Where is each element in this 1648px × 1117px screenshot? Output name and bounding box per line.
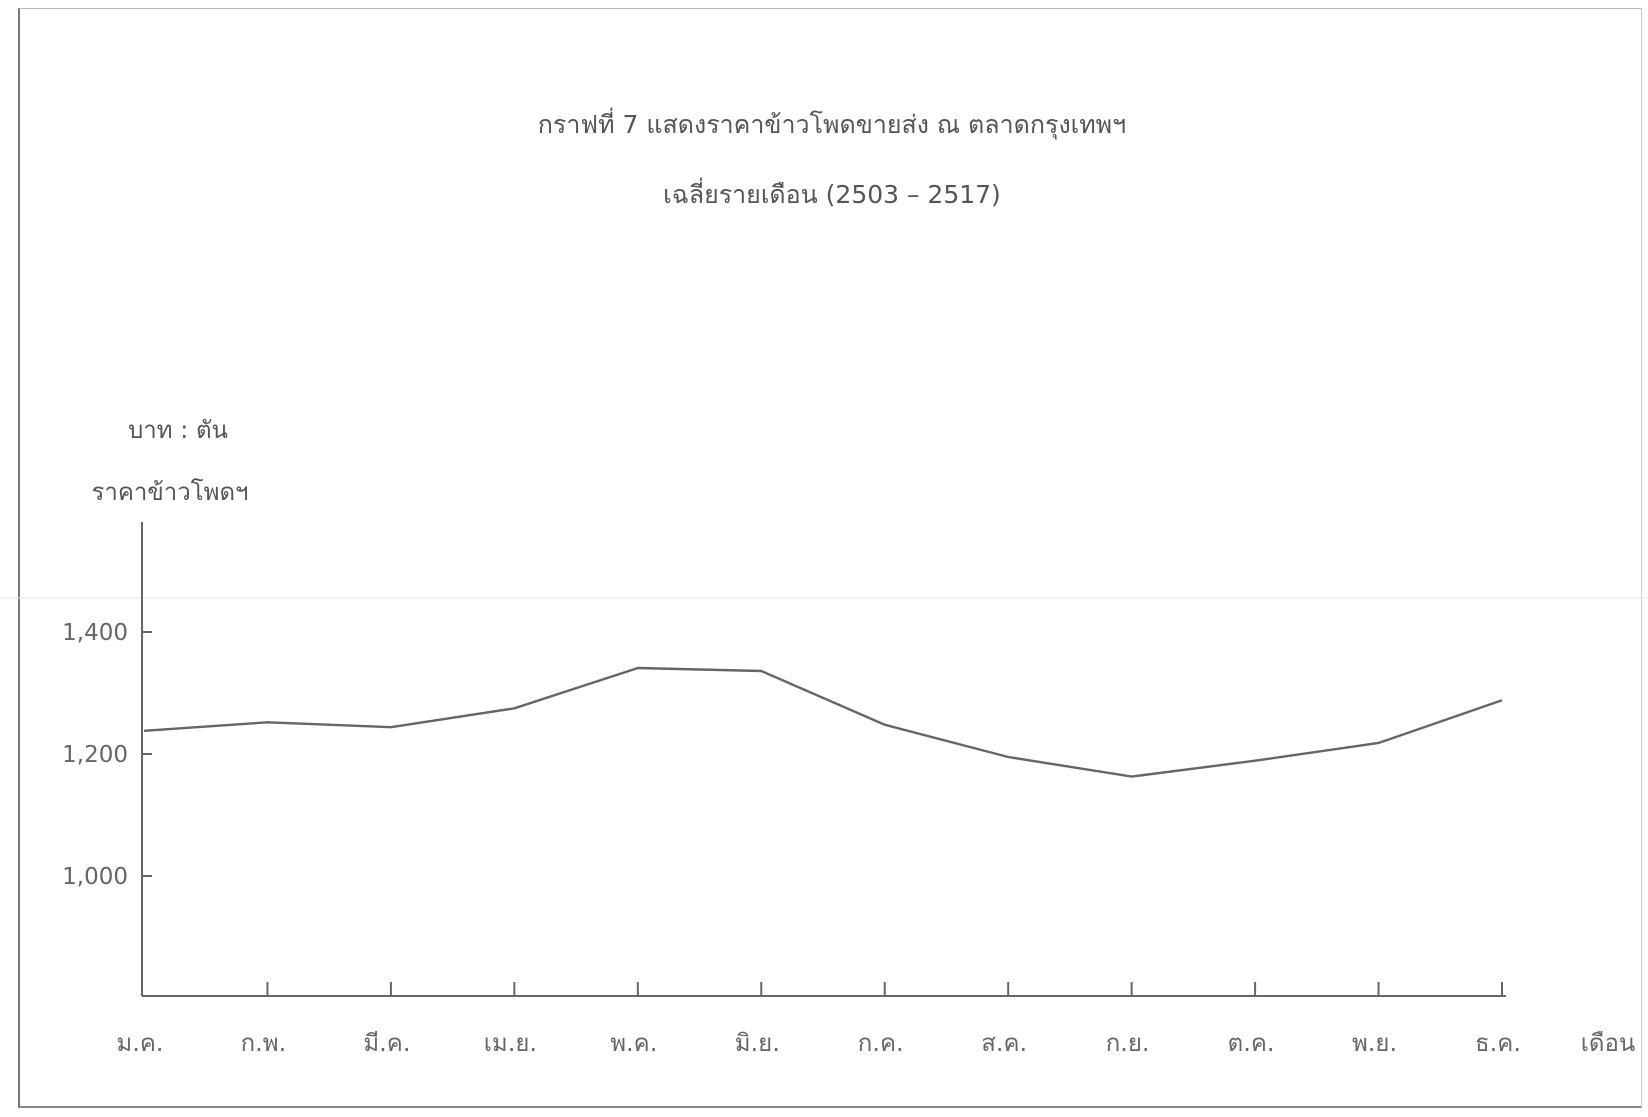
y-tick-label: 1,400 bbox=[62, 620, 128, 646]
x-tick-label: มี.ค. bbox=[363, 1029, 410, 1057]
x-tick-label: ม.ค. bbox=[116, 1029, 163, 1057]
series-line bbox=[143, 666, 1503, 778]
y-tick-label: 1,000 bbox=[62, 864, 128, 890]
chart-title: กราฟที่ 7 แสดงราคาข้าวโพดขายส่ง ณ ตลาดกร… bbox=[538, 107, 1126, 140]
x-tick-label: พ.ย. bbox=[1352, 1029, 1397, 1057]
x-tick-label: พ.ค. bbox=[610, 1029, 657, 1057]
x-tick-label: ธ.ค. bbox=[1475, 1029, 1521, 1057]
x-tick-label: เม.ย. bbox=[484, 1029, 537, 1057]
y-tick-label: 1,200 bbox=[62, 742, 128, 768]
y-ticks: 1,000 1,200 1,400 bbox=[62, 620, 152, 890]
x-ticks: ม.ค. ก.พ. มี.ค. เม.ย. พ.ค. มิ.ย. ก.ค. ส.ค. ก.ย. ต… bbox=[116, 982, 1521, 1057]
x-tick-label: ก.พ. bbox=[241, 1029, 287, 1057]
x-tick-label: ต.ค. bbox=[1228, 1029, 1275, 1057]
x-axis-label: เดือน bbox=[1581, 1029, 1636, 1057]
x-tick-label: ก.ย. bbox=[1106, 1029, 1150, 1057]
axes bbox=[141, 522, 1506, 997]
chart-frame bbox=[18, 8, 1642, 1108]
x-tick-label: ก.ค. bbox=[858, 1029, 904, 1057]
chart-subtitle: เฉลี่ยรายเดือน (2503 – 2517) bbox=[663, 177, 1001, 209]
series-group bbox=[143, 666, 1503, 778]
x-tick-label: ส.ค. bbox=[981, 1029, 1027, 1057]
x-tick-label: มิ.ย. bbox=[735, 1029, 780, 1057]
y-axis-label: ราคาข้าวโพดฯ bbox=[91, 478, 248, 506]
y-axis-unit: บาท : ตัน bbox=[128, 416, 228, 444]
